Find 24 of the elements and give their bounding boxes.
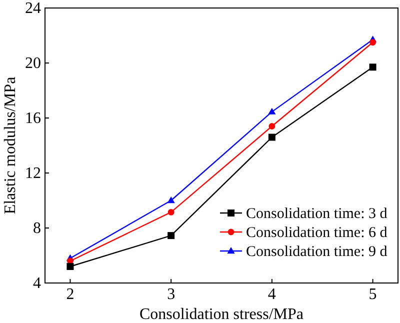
legend-label: Consolidation time: 3 d [246, 206, 388, 222]
point [268, 108, 276, 114]
y-tick-label: 24 [25, 0, 41, 17]
x-tick-label: 4 [268, 286, 276, 303]
legend-label: Consolidation time: 6 d [246, 225, 388, 241]
point [167, 196, 175, 204]
point [268, 123, 276, 130]
point [370, 39, 376, 46]
point [66, 263, 74, 270]
x-axis-title: Consolidation stress/MPa [139, 306, 304, 323]
y-tick-label: 4 [33, 275, 41, 292]
x-tick-label: 5 [368, 286, 377, 303]
point [268, 134, 276, 141]
point [369, 64, 376, 71]
y-tick-label: 12 [25, 165, 41, 182]
legend-label: Consolidation time: 9 d [246, 244, 388, 260]
point [168, 208, 174, 216]
y-tick-label: 20 [25, 55, 41, 72]
x-tick-label: 3 [167, 286, 176, 303]
point [168, 232, 175, 240]
y-tick-label: 8 [33, 220, 41, 237]
x-tick-label: 2 [66, 286, 74, 303]
y-tick-label: 16 [25, 110, 41, 127]
y-axis-title: Elastic modulus/MPa [2, 76, 19, 214]
